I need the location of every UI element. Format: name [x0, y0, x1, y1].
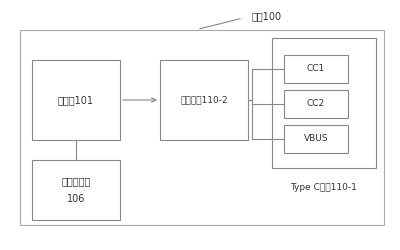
Bar [272, 38, 376, 168]
Text: 106: 106 [67, 194, 85, 204]
Text: 终端100: 终端100 [252, 11, 282, 21]
Bar [284, 55, 348, 82]
Text: CC2: CC2 [307, 99, 325, 108]
Text: 处理器101: 处理器101 [58, 95, 94, 105]
Text: 运动传感器: 运动传感器 [61, 176, 91, 186]
Text: Type C接口110-1: Type C接口110-1 [290, 183, 358, 192]
Text: 接口芯片110-2: 接口芯片110-2 [180, 96, 228, 104]
Bar [284, 125, 348, 152]
Text: VBUS: VBUS [304, 134, 328, 143]
Bar [284, 90, 348, 118]
Bar [160, 60, 248, 140]
Text: CC1: CC1 [307, 64, 325, 73]
Bar [32, 160, 120, 220]
Bar [20, 30, 384, 225]
Bar [32, 60, 120, 140]
